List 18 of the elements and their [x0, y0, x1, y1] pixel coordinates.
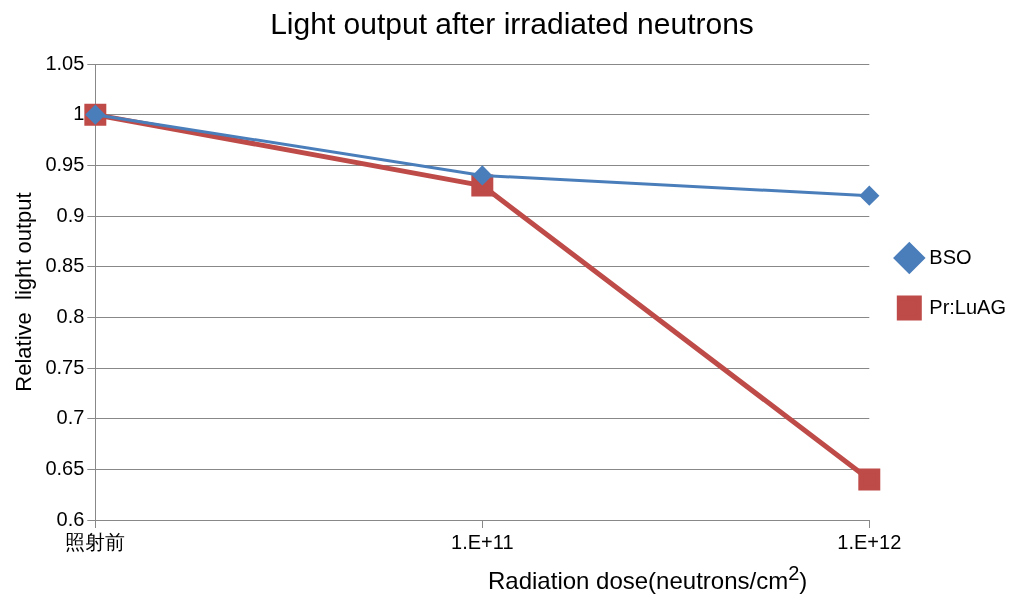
y-tick-label: 0.75 [45, 355, 85, 378]
y-tick-label: 0.65 [45, 456, 85, 479]
y-tick-label: 1 [73, 102, 85, 125]
x-tick-label: 1.E+11 [451, 530, 514, 553]
y-tick-label: 0.85 [45, 254, 85, 277]
chart-title: Light output after irradiated neutrons [270, 7, 754, 41]
y-tick-label: 1.05 [45, 51, 85, 74]
y-tick-label: 0.95 [45, 152, 85, 175]
legend-label: BSO [929, 245, 972, 268]
legend-label: Pr:LuAG [929, 295, 1006, 318]
y-tick-label: 0.8 [56, 304, 85, 327]
x-axis-title: Radiation dose(neutrons/cm$^{2}$) [487, 561, 809, 596]
y-tick-label: 0.9 [56, 203, 85, 226]
x-tick-label: 1.E+12 [837, 530, 902, 553]
x-tick-label: 照射前 [65, 530, 126, 553]
y-tick-label: 0.7 [56, 406, 85, 429]
y-axis-title: Relative light output [11, 192, 37, 392]
y-tick-label: 0.6 [56, 507, 85, 530]
